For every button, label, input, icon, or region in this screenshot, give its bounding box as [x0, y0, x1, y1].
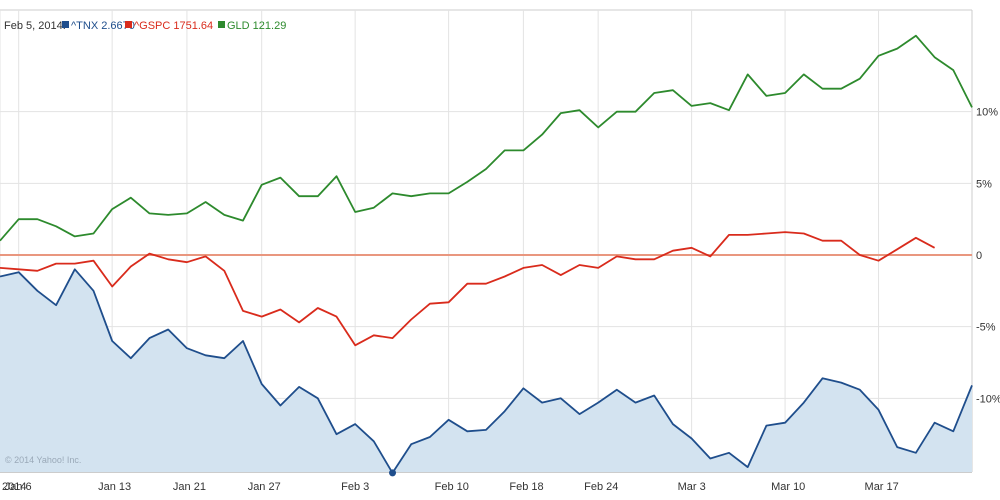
hover-marker[interactable]	[389, 469, 397, 477]
legend-item-tnx[interactable]: ^TNX 2.6670	[71, 20, 135, 32]
x-tick-label: Feb 24	[584, 481, 618, 493]
y-tick-label: -5%	[976, 322, 996, 334]
x-tick-label: Mar 10	[771, 481, 805, 493]
legend-date-label: Feb 5, 2014:	[4, 20, 66, 32]
x-tick-label: Jan 13	[98, 481, 131, 493]
x-tick-label: Jan 6	[5, 481, 32, 493]
x-tick-label: 2014	[2, 481, 26, 493]
x-tick-label: Feb 3	[341, 481, 369, 493]
x-tick-label: Mar 17	[865, 481, 899, 493]
legend-item-gld[interactable]: GLD 121.29	[227, 20, 286, 32]
series-tnx-area	[0, 269, 972, 473]
x-tick-label: Mar 3	[678, 481, 706, 493]
legend-swatch-gspc	[125, 21, 132, 28]
y-tick-label: -10%	[976, 393, 1000, 405]
copyright-credit: © 2014 Yahoo! Inc.	[5, 455, 81, 465]
series-tnx-line[interactable]	[0, 268, 973, 474]
y-tick-label: 0	[976, 250, 982, 262]
series-gld-line[interactable]	[0, 34, 973, 242]
legend-item-gspc[interactable]: ^GSPC 1751.64	[134, 20, 213, 32]
x-tick-label: Feb 10	[435, 481, 469, 493]
series-gspc-line[interactable]	[0, 231, 936, 347]
y-axis-labels: 10% 5% 0 -5% -10%	[976, 107, 1000, 406]
x-tick-label: Jan 27	[248, 481, 281, 493]
x-tick-label: Feb 18	[509, 481, 543, 493]
legend-swatch-tnx	[62, 21, 69, 28]
legend-swatch-gld	[218, 21, 225, 28]
x-tick-label: Jan 21	[173, 481, 206, 493]
chart-legend: Feb 5, 2014: ^TNX 2.6670 ^GSPC 1751.64 G…	[4, 20, 286, 32]
y-tick-label: 5%	[976, 178, 992, 190]
y-tick-label: 10%	[976, 107, 998, 119]
